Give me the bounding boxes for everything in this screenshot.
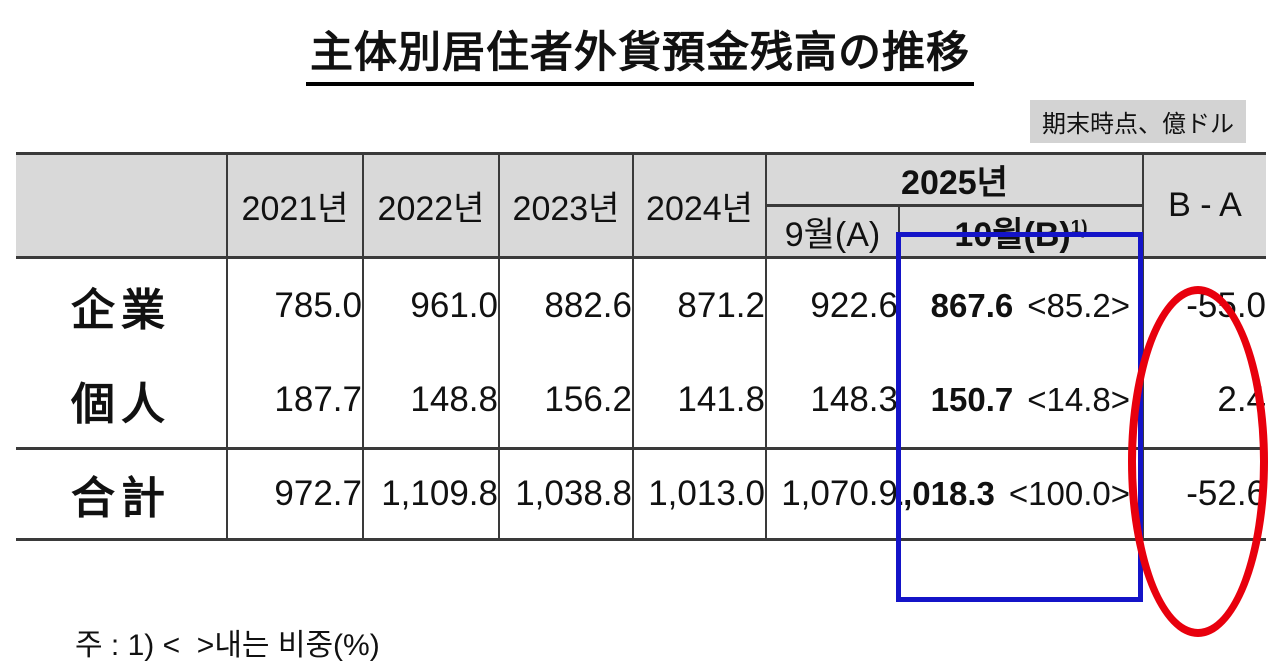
header-2023: 2023년 bbox=[498, 152, 634, 259]
header-oct-b-footnote-marker: 1) bbox=[1070, 217, 1088, 239]
table-row-corporate: 企業 785.0 961.0 882.6 871.2 922.6 867.6 <8… bbox=[16, 257, 1267, 353]
cell-total-oct: 1,018.3 <100.0> bbox=[897, 448, 1145, 541]
unit-note: 期末時点、億ドル bbox=[1030, 100, 1246, 143]
cell-corporate-oct-share: <85.2> bbox=[1027, 286, 1131, 324]
cell-corporate-2023: 882.6 bbox=[498, 257, 634, 353]
page-title: 主体別居住者外貨預金残高の推移 bbox=[306, 29, 974, 87]
cell-corporate-oct-value: 867.6 bbox=[930, 286, 1014, 324]
footnote: 주 : 1) < >내는 비중(%) bbox=[75, 629, 380, 662]
cell-individual-2024: 141.8 bbox=[632, 352, 767, 450]
cell-individual-sep: 148.3 bbox=[765, 352, 900, 450]
cell-corporate-sep: 922.6 bbox=[765, 257, 900, 353]
header-oct-b: 10월(B)1) bbox=[897, 204, 1145, 259]
row-label-total: 合計 bbox=[16, 448, 228, 541]
cell-total-oct-share: <100.0> bbox=[1008, 475, 1131, 512]
cell-total-oct-value: 1,018.3 bbox=[901, 475, 995, 512]
header-sep-a: 9월(A) bbox=[765, 204, 900, 259]
cell-corporate-diff: -55.0 bbox=[1142, 257, 1267, 353]
row-label-individual: 個人 bbox=[16, 352, 228, 450]
cell-individual-oct-share: <14.8> bbox=[1027, 380, 1131, 418]
cell-individual-2023: 156.2 bbox=[498, 352, 634, 450]
cell-total-2021: 972.7 bbox=[226, 448, 364, 541]
header-b-minus-a: B - A bbox=[1142, 152, 1267, 259]
header-2022: 2022년 bbox=[362, 152, 500, 259]
table-row-total: 合計 972.7 1,109.8 1,038.8 1,013.0 1,070.9… bbox=[16, 448, 1267, 541]
row-label-corporate: 企業 bbox=[16, 257, 228, 353]
deposit-table: 2021년 2022년 2023년 2024년 2025년 B - A 9월(A… bbox=[16, 152, 1267, 541]
header-oct-b-label: 10월(B) bbox=[954, 216, 1071, 254]
cell-corporate-2022: 961.0 bbox=[362, 257, 500, 353]
cell-individual-oct: 150.7 <14.8> bbox=[897, 352, 1145, 450]
cell-total-2022: 1,109.8 bbox=[362, 448, 500, 541]
cell-total-diff: -52.6 bbox=[1142, 448, 1267, 541]
cell-individual-oct-value: 150.7 bbox=[930, 380, 1014, 418]
cell-corporate-2021: 785.0 bbox=[226, 257, 364, 353]
cell-total-2024: 1,013.0 bbox=[632, 448, 767, 541]
cell-total-2023: 1,038.8 bbox=[498, 448, 634, 541]
header-2024: 2024년 bbox=[632, 152, 767, 259]
cell-individual-diff: 2.4 bbox=[1142, 352, 1267, 450]
cell-individual-2021: 187.7 bbox=[226, 352, 364, 450]
table-row-individual: 個人 187.7 148.8 156.2 141.8 148.3 150.7 <1… bbox=[16, 352, 1267, 450]
cell-individual-2022: 148.8 bbox=[362, 352, 500, 450]
header-2021: 2021년 bbox=[226, 152, 364, 259]
header-corner bbox=[16, 152, 228, 259]
cell-total-sep: 1,070.9 bbox=[765, 448, 900, 541]
cell-corporate-2024: 871.2 bbox=[632, 257, 767, 353]
cell-corporate-oct: 867.6 <85.2> bbox=[897, 257, 1145, 353]
header-2025-group: 2025년 bbox=[764, 152, 1145, 207]
